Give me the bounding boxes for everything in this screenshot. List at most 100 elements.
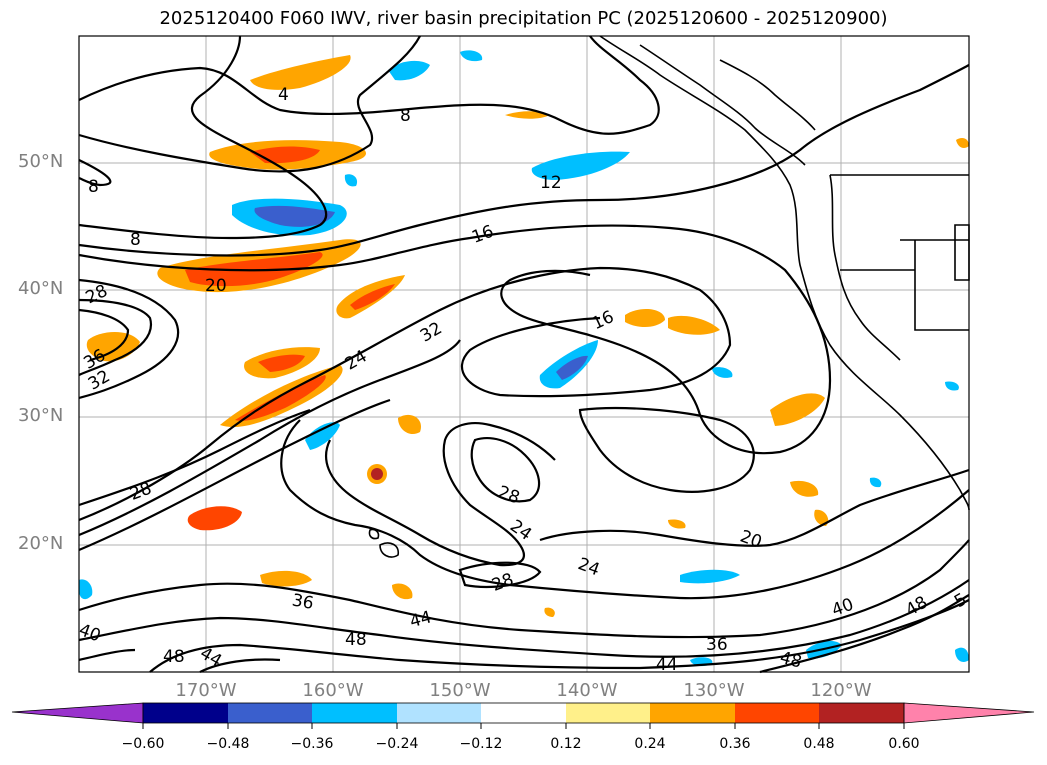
contour-line bbox=[78, 308, 130, 362]
precip-patch bbox=[668, 519, 686, 529]
contour-line bbox=[78, 539, 970, 639]
precip-patch bbox=[790, 480, 819, 497]
map-title: 2025120400 F060 IWV, river basin precipi… bbox=[159, 8, 888, 29]
island bbox=[379, 542, 400, 558]
contour-label: 20 bbox=[205, 276, 227, 296]
contour-line bbox=[78, 339, 461, 537]
contour-label: 48 bbox=[163, 647, 185, 667]
precip-patch bbox=[371, 468, 383, 480]
contour-label: 48 bbox=[345, 630, 367, 650]
contour-line bbox=[78, 35, 328, 240]
contour-line bbox=[539, 468, 970, 547]
contour-label: 44 bbox=[656, 655, 678, 675]
colorbar-extend-low bbox=[11, 702, 144, 724]
colorbar-tick-label: 0.24 bbox=[634, 736, 666, 752]
plot-area bbox=[79, 36, 969, 672]
contour-label: 8 bbox=[130, 230, 141, 250]
precip-patch bbox=[305, 422, 340, 450]
colorbar-segment bbox=[566, 703, 650, 723]
lat-label: 20°N bbox=[18, 533, 64, 554]
colorbar bbox=[11, 702, 1035, 729]
colorbar-segment bbox=[819, 703, 904, 723]
lat-label: 40°N bbox=[18, 278, 64, 299]
precip-patch bbox=[712, 367, 733, 378]
contour-line bbox=[78, 35, 660, 135]
colorbar-outline bbox=[142, 702, 905, 724]
graticule bbox=[79, 36, 969, 672]
colorbar-segment bbox=[228, 703, 312, 723]
colorbar-tick-label: −0.24 bbox=[375, 736, 419, 752]
precip-patch bbox=[392, 583, 413, 600]
coastline bbox=[639, 44, 806, 166]
colorbar-tick-label: −0.60 bbox=[121, 736, 165, 752]
coastline bbox=[599, 35, 970, 511]
contour-line bbox=[78, 298, 153, 376]
contour-label: 8 bbox=[400, 106, 411, 126]
contour-line bbox=[78, 35, 421, 173]
border bbox=[829, 174, 901, 361]
contour-line bbox=[470, 437, 541, 503]
precip-patch bbox=[250, 55, 351, 90]
precip-patch bbox=[185, 252, 323, 287]
colorbar-segment bbox=[481, 703, 566, 723]
precip-patch bbox=[956, 138, 969, 148]
precip-patch bbox=[398, 414, 421, 435]
iwv-contours bbox=[78, 35, 970, 674]
colorbar-segment bbox=[735, 703, 819, 723]
contour-line bbox=[759, 594, 970, 674]
lon-label: 120°W bbox=[810, 680, 872, 701]
precip-patch bbox=[770, 393, 825, 426]
lon-label: 140°W bbox=[556, 680, 618, 701]
contour-label: 4 bbox=[278, 85, 289, 105]
lon-label: 150°W bbox=[429, 680, 491, 701]
precip-patch bbox=[814, 509, 829, 526]
precip-patch bbox=[544, 607, 555, 617]
precip-patch bbox=[680, 569, 740, 584]
contour-line bbox=[78, 64, 970, 257]
lon-label: 130°W bbox=[683, 680, 745, 701]
precip-patch bbox=[254, 205, 335, 227]
contour-label: 36 bbox=[290, 590, 315, 613]
precip-patch bbox=[556, 355, 588, 380]
precip-patch bbox=[668, 315, 720, 335]
precip-patch bbox=[258, 354, 305, 372]
contour-line bbox=[78, 224, 832, 455]
precip-patch bbox=[460, 50, 483, 62]
precip-patch bbox=[350, 284, 395, 310]
precip-patch bbox=[945, 381, 959, 391]
colorbar-tick-label: −0.48 bbox=[206, 736, 250, 752]
contour-label: 8 bbox=[88, 177, 99, 197]
contour-line bbox=[78, 159, 112, 187]
precip-patch bbox=[505, 111, 550, 119]
colorbar-tick-label: −0.12 bbox=[459, 736, 503, 752]
contour-line bbox=[578, 406, 755, 493]
colorbar-segment bbox=[650, 703, 735, 723]
colorbar-tick-label: −0.36 bbox=[290, 736, 334, 752]
contour-line bbox=[78, 398, 391, 552]
contour-line bbox=[149, 599, 970, 673]
contour-line bbox=[78, 278, 180, 400]
precip-patch bbox=[260, 570, 312, 587]
lon-label: 170°W bbox=[175, 680, 237, 701]
colorbar-segment bbox=[143, 703, 228, 723]
precip-patch bbox=[187, 506, 242, 531]
coastline bbox=[719, 59, 816, 131]
colorbar-tick-label: 0.48 bbox=[803, 736, 835, 752]
island bbox=[368, 528, 380, 540]
colorbar-segment bbox=[312, 703, 397, 723]
precip-patch bbox=[625, 308, 665, 327]
precip-patch bbox=[388, 60, 430, 81]
precip-patch bbox=[344, 174, 358, 187]
precip-patch bbox=[531, 151, 630, 180]
colorbar-extend-high bbox=[903, 702, 1035, 724]
coastlines bbox=[368, 35, 970, 558]
contour-line bbox=[325, 422, 556, 567]
precip-patch bbox=[955, 647, 969, 662]
precip-patch bbox=[79, 579, 93, 600]
lat-label: 30°N bbox=[18, 405, 64, 426]
precip-patch bbox=[869, 477, 882, 488]
contour-label: 12 bbox=[540, 173, 562, 193]
lat-label: 50°N bbox=[18, 151, 64, 172]
contour-line bbox=[78, 408, 311, 507]
